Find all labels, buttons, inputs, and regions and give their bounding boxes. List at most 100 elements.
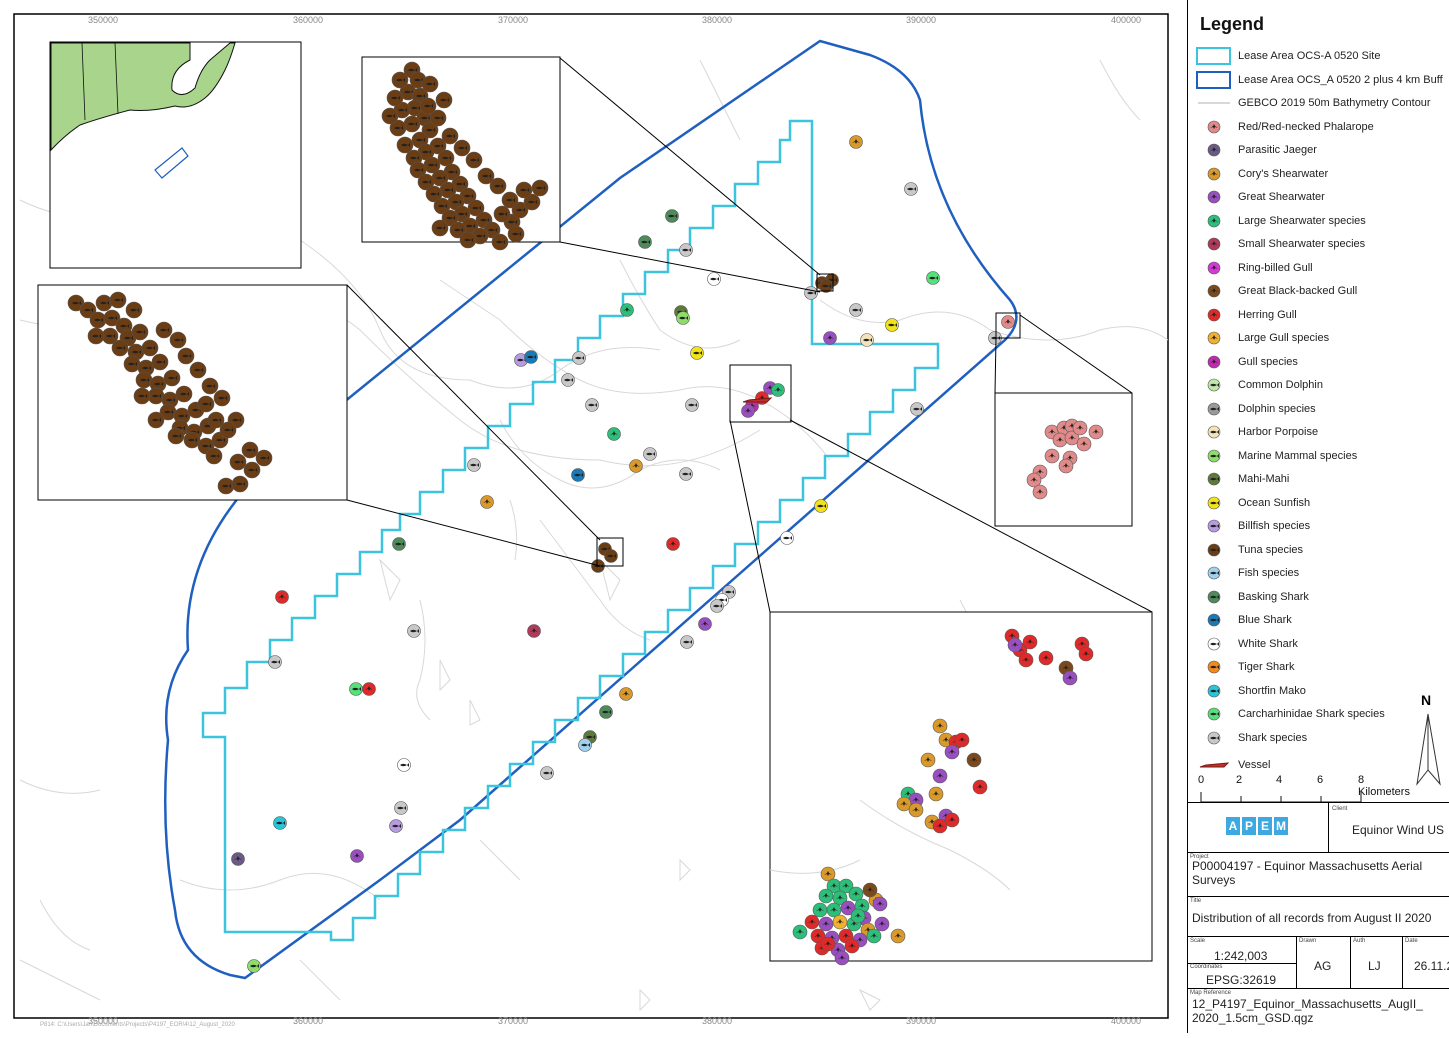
observation-marker: [419, 97, 437, 115]
observation-marker: [792, 924, 808, 940]
legend-item: Ocean Sunfish: [1196, 493, 1310, 513]
coordinate-tick-label: 380000: [702, 15, 732, 25]
fish-icon: [1196, 728, 1232, 748]
legend-item: Red/Red-necked Phalarope: [1196, 117, 1374, 137]
legend-item: Basking Shark: [1196, 587, 1309, 607]
drawn-value: AG: [1314, 959, 1332, 973]
coords-value: EPSG:32619: [1206, 973, 1277, 987]
legend-item-label: Ring-billed Gull: [1238, 261, 1313, 274]
observation-marker: [147, 411, 165, 429]
fish-icon: [1196, 634, 1232, 654]
legend-item-label: Harbor Porpoise: [1238, 426, 1319, 438]
legend-item: Lease Area OCS-A 0520 Site: [1196, 46, 1380, 66]
observation-marker: [838, 878, 854, 894]
legend-item: Great Black-backed Gull: [1196, 281, 1357, 301]
legend-item-label: Small Shearwater species: [1238, 238, 1366, 250]
legend-title: Legend: [1200, 14, 1265, 34]
observation-marker: [362, 682, 376, 696]
info-mapref: Map Reference 12_P4197_Equinor_Massachus…: [1188, 988, 1449, 1034]
bird-icon: [1196, 117, 1232, 137]
observation-marker: [507, 225, 525, 243]
fish-icon: [1196, 704, 1232, 724]
fish-icon: [1196, 399, 1232, 419]
observation-marker: [133, 387, 151, 405]
legend-item: Mahi-Mahi: [1196, 469, 1289, 489]
observation-marker: [850, 908, 866, 924]
client-name: Equinor Wind US: [1352, 823, 1445, 837]
inset-phalarope-points: [1026, 418, 1104, 500]
apem-logo-letter: P: [1242, 817, 1256, 835]
coordinate-tick-label: 380000: [702, 1016, 732, 1026]
bird-icon: [1196, 328, 1232, 348]
scale-label-4: 4: [1276, 774, 1283, 786]
observation-marker: [435, 91, 453, 109]
coordinate-tick-label: 370000: [498, 15, 528, 25]
observation-marker: [629, 459, 643, 473]
legend-item: Tuna species: [1196, 540, 1303, 560]
legend-item-label: Large Gull species: [1238, 332, 1330, 344]
observation-marker: [217, 477, 235, 495]
observation-marker: [604, 549, 618, 563]
observation-marker: [885, 318, 899, 332]
observation-marker: [213, 389, 231, 407]
observation-marker: [860, 333, 874, 347]
observation-marker: [391, 71, 409, 89]
legend-item-label: Great Black-backed Gull: [1238, 285, 1358, 297]
mapref-caption: Map Reference: [1190, 990, 1232, 996]
legend-item: Harbor Porpoise: [1196, 422, 1318, 442]
legend-item-label: Cory's Shearwater: [1238, 167, 1329, 180]
legend-item: Shortfin Mako: [1196, 681, 1306, 701]
observation-marker: [441, 127, 459, 145]
coordinate-tick-label: 390000: [906, 1016, 936, 1026]
fish-icon: [1196, 375, 1232, 395]
observation-marker: [1078, 646, 1094, 662]
map-canvas: 350000 350000 360000 360000 370000 370000 3800…: [13, 13, 1169, 1026]
legend-item: Large Shearwater species: [1196, 211, 1366, 231]
lease-area-buffer: [163, 39, 1018, 980]
legend-item-label: Marine Mammal species: [1238, 449, 1358, 462]
auth-caption: Auth: [1353, 938, 1366, 944]
info-metadata: Scale 1:242,003 Coordinates EPSG:32619 D…: [1188, 936, 1449, 989]
map-title: Distribution of all records from August …: [1192, 911, 1432, 925]
inset-tuna-left: [37, 284, 348, 501]
observation-marker: [1026, 472, 1042, 488]
observation-marker: [111, 339, 129, 357]
observation-marker: [804, 914, 820, 930]
lease-area-site: [201, 119, 940, 942]
legend-panel: Legend Lease Area OCS-A 0520 Site Lease A…: [1187, 0, 1449, 1033]
observation-marker: [1058, 458, 1074, 474]
legend-item: Shark species: [1196, 728, 1307, 748]
drawn-caption: Drawn: [1299, 938, 1317, 944]
observation-marker: [255, 449, 273, 467]
observation-marker: [163, 369, 181, 387]
observation-marker: [155, 321, 173, 339]
legend-item: Common Dolphin: [1196, 375, 1323, 395]
observation-marker: [273, 816, 287, 830]
observation-marker: [1044, 448, 1060, 464]
observation-marker: [480, 495, 494, 509]
title-caption: Title: [1190, 898, 1202, 904]
observation-marker: [665, 209, 679, 223]
legend-item-label: Blue Shark: [1238, 614, 1292, 626]
coordinate-ticks: 350000 350000 360000 360000 370000 370000 3800…: [88, 15, 1141, 1026]
scale-label-8: 8 Kilometers: [1358, 774, 1410, 798]
legend-item: Vessel: [1196, 755, 1270, 775]
legend-item: Billfish species: [1196, 516, 1310, 536]
observation-marker: [572, 351, 586, 365]
observation-marker: [690, 346, 704, 360]
observation-marker: [425, 185, 443, 203]
legend-item: Blue Shark: [1196, 610, 1292, 630]
observation-marker: [1038, 650, 1054, 666]
legend-item: GEBCO 2019 50m Bathymetry Contour: [1196, 93, 1431, 113]
observation-marker: [932, 818, 948, 834]
observation-marker: [666, 537, 680, 551]
observation-marker: [493, 205, 511, 223]
observation-marker: [896, 796, 912, 812]
client-caption: Client: [1332, 806, 1348, 812]
observation-marker: [1022, 634, 1038, 650]
legend-item-label: Red/Red-necked Phalarope: [1238, 120, 1374, 133]
fish-icon: [1196, 563, 1232, 583]
observation-marker: [928, 786, 944, 802]
inset-connectors: [346, 57, 1153, 613]
legend-item-label: Shark species: [1238, 731, 1308, 744]
